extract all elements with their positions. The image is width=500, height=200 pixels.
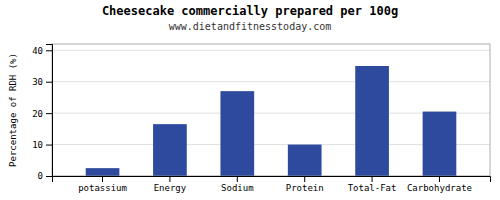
bar: [423, 112, 457, 176]
x-axis-line: [53, 177, 491, 183]
y-tick-mark: [46, 50, 52, 51]
subtitle: www.dietandfitnesstoday.com: [169, 21, 332, 32]
y-axis-line: [46, 45, 53, 177]
x-tick: Energy: [154, 176, 187, 193]
bar: [153, 124, 187, 176]
y-axis-title: Percentage of RDH (%): [8, 53, 18, 167]
x-tick-label: Protein: [286, 183, 324, 193]
plot: 0 10 20 30 40 potassium Energy Sodium Protein Tot…: [32, 44, 490, 193]
y-tick-label: 10: [32, 140, 43, 150]
chart: Cheesecake commercially prepared per 100…: [0, 0, 500, 200]
x-tick: Protein: [286, 176, 324, 193]
grid-line: [52, 50, 490, 51]
bars: [86, 66, 457, 176]
x-tick: Sodium: [221, 176, 254, 193]
title: Cheesecake commercially prepared per 100…: [102, 4, 398, 18]
y-axis: 0 10 20 30 40: [32, 45, 52, 182]
y-tick: 20: [32, 109, 52, 119]
x-tick-mark: [304, 176, 305, 182]
grid-line: [52, 81, 490, 82]
bar: [86, 168, 120, 176]
y-tick-label: 20: [32, 109, 43, 119]
x-tick-label: Energy: [154, 183, 187, 193]
x-tick-mark: [372, 176, 373, 182]
grid: [52, 50, 490, 176]
x-tick-mark: [237, 176, 238, 182]
x-axis: potassium Energy Sodium Protein Total-Fat Car…: [53, 176, 491, 193]
bar: [355, 66, 389, 176]
x-tick: potassium: [78, 176, 127, 193]
x-tick-label: Total-Fat: [348, 183, 397, 193]
x-tick-mark: [169, 176, 170, 182]
y-tick: 0: [38, 171, 52, 181]
x-tick: Total-Fat: [348, 176, 397, 193]
x-tick-mark: [439, 176, 440, 182]
y-tick-mark: [46, 176, 52, 177]
x-tick-label: Sodium: [221, 183, 254, 193]
y-tick: 40: [32, 46, 52, 56]
bar: [220, 91, 254, 176]
y-tick-mark: [46, 145, 52, 146]
x-tick: Carbohydrate: [407, 176, 472, 193]
y-tick-label: 40: [32, 46, 43, 56]
bar: [288, 145, 322, 176]
y-tick-label: 0: [38, 171, 43, 181]
x-tick-mark: [102, 176, 103, 182]
y-tick-label: 30: [32, 77, 43, 87]
y-tick-mark: [46, 113, 52, 114]
y-tick-mark: [46, 82, 52, 83]
y-tick: 30: [32, 77, 52, 87]
y-tick: 10: [32, 140, 52, 150]
plot-frame: [52, 44, 490, 176]
x-tick-label: potassium: [78, 183, 127, 193]
x-tick-label: Carbohydrate: [407, 183, 472, 193]
